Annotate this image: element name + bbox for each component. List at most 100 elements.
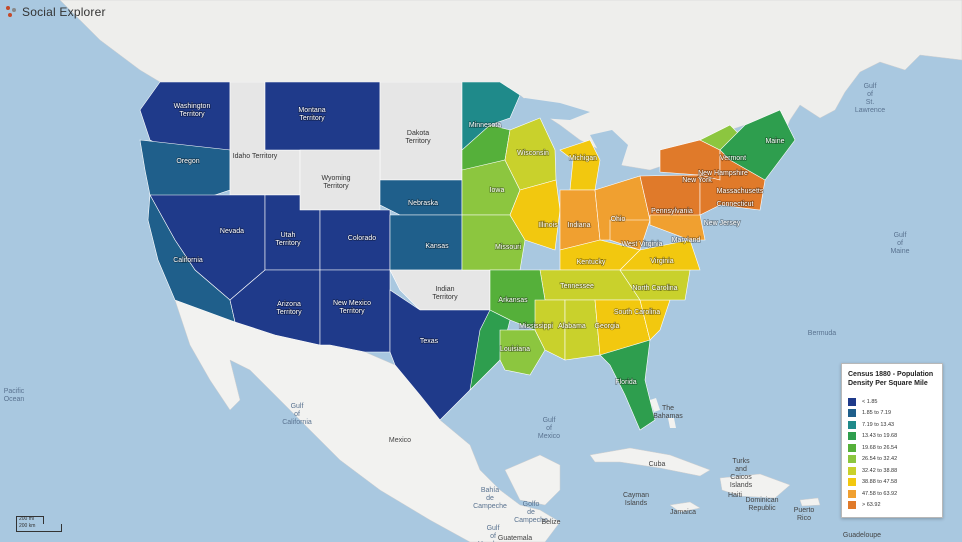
territory-label: Wyoming Territory bbox=[321, 175, 350, 190]
new-england-south-region[interactable] bbox=[699, 149, 766, 216]
scale-km-label: 200 km bbox=[19, 523, 36, 529]
state-label: Nevada bbox=[220, 228, 244, 235]
maryland-region[interactable] bbox=[649, 214, 706, 241]
territory-label: Washington Territory bbox=[174, 103, 211, 118]
legend-label: < 1.85 bbox=[862, 398, 878, 405]
mexico-land bbox=[174, 299, 561, 542]
state-label: Arkansas bbox=[498, 297, 528, 304]
brand[interactable]: Social Explorer bbox=[6, 5, 106, 19]
state-label: North Carolina bbox=[632, 285, 677, 292]
state-label: Maine bbox=[765, 138, 784, 145]
legend-swatch bbox=[848, 432, 856, 441]
lake-huron bbox=[590, 130, 628, 170]
state-label: Ohio bbox=[611, 216, 626, 223]
state-label: Texas bbox=[420, 338, 439, 345]
place-label: Turks and Caicos Islands bbox=[730, 458, 753, 489]
water-label: Bahía de Campeche bbox=[473, 487, 507, 510]
state-label: Illinois bbox=[538, 222, 558, 229]
state-label: New York bbox=[682, 177, 712, 184]
hispaniola-land bbox=[719, 473, 791, 499]
state-label: Maryland bbox=[672, 237, 701, 244]
state-label: Alabama bbox=[558, 323, 586, 330]
legend-label: > 63.92 bbox=[862, 502, 881, 509]
territory-label: Arizona Territory bbox=[276, 301, 302, 316]
water-label: Bermuda bbox=[808, 330, 837, 337]
territory-label: Utah Territory bbox=[275, 232, 301, 247]
west-virginia-region[interactable] bbox=[609, 219, 651, 251]
state-label: Kansas bbox=[425, 243, 449, 250]
yucatan-land bbox=[504, 454, 561, 506]
water-label: Gulf of St. Lawrence bbox=[855, 83, 885, 114]
oregon-region[interactable] bbox=[139, 139, 231, 201]
legend-row: 26.54 to 32.42 bbox=[848, 454, 936, 466]
state-label: Indiana bbox=[568, 222, 591, 229]
state-label: Massachusetts bbox=[717, 188, 764, 195]
legend-row: 32.42 to 38.88 bbox=[848, 465, 936, 477]
state-label: Nebraska bbox=[408, 200, 438, 207]
place-label: Cayman Islands bbox=[623, 492, 649, 507]
legend-label: 1.85 to 7.19 bbox=[862, 410, 892, 417]
map-legend: Census 1880 - Population Density Per Squ… bbox=[841, 363, 943, 518]
legend-swatch bbox=[848, 455, 856, 464]
state-label: Michigan bbox=[569, 155, 597, 162]
scale-miles-label: 200 mi bbox=[19, 516, 35, 522]
legend-swatch bbox=[848, 420, 856, 429]
legend-rows: < 1.85 1.85 to 7.19 7.19 to 13.43 13.43 to … bbox=[848, 396, 936, 511]
bahamas-land bbox=[650, 398, 676, 428]
legend-label: 7.19 to 13.43 bbox=[862, 421, 895, 428]
state-label: Louisiana bbox=[500, 346, 530, 353]
jamaica-land bbox=[669, 501, 701, 513]
state-label: Tennessee bbox=[560, 283, 594, 290]
illinois-region[interactable] bbox=[509, 179, 561, 251]
state-label: Oregon bbox=[176, 158, 199, 165]
water-label: Gulf of Maine bbox=[890, 232, 909, 255]
mississippi-region[interactable] bbox=[534, 299, 566, 361]
state-label: New Hampshire bbox=[698, 170, 748, 177]
legend-label: 38.88 to 47.58 bbox=[862, 479, 898, 486]
legend-row: 38.88 to 47.58 bbox=[848, 477, 936, 489]
legend-row: 7.19 to 13.43 bbox=[848, 419, 936, 431]
legend-row: 13.43 to 19.68 bbox=[848, 431, 936, 443]
place-label: Belize bbox=[541, 519, 560, 526]
legend-swatch bbox=[848, 478, 856, 487]
state-label: Mississippi bbox=[519, 323, 553, 330]
legend-swatch bbox=[848, 489, 856, 498]
alabama-region[interactable] bbox=[564, 299, 601, 361]
legend-row: 19.68 to 26.54 bbox=[848, 442, 936, 454]
state-label: Iowa bbox=[490, 187, 505, 194]
state-label: Colorado bbox=[348, 235, 377, 242]
state-label: Vermont bbox=[720, 155, 746, 162]
state-label: Missouri bbox=[495, 244, 522, 251]
state-label: West Virginia bbox=[622, 241, 663, 248]
legend-label: 32.42 to 38.88 bbox=[862, 467, 898, 474]
legend-swatch bbox=[848, 443, 856, 452]
virginia-region[interactable] bbox=[619, 239, 701, 271]
place-label: Guatemala bbox=[498, 535, 532, 542]
legend-label: 13.43 to 19.68 bbox=[862, 433, 898, 440]
water-label: Pacific Ocean bbox=[4, 388, 25, 403]
place-label: Haiti bbox=[728, 492, 742, 499]
legend-row: > 63.92 bbox=[848, 500, 936, 512]
nebraska-region[interactable] bbox=[379, 179, 463, 216]
maine-region[interactable] bbox=[719, 109, 796, 181]
legend-swatch bbox=[848, 409, 856, 418]
state-label: Virginia bbox=[650, 258, 673, 265]
legend-swatch bbox=[848, 501, 856, 510]
place-label: Jamaica bbox=[670, 509, 696, 516]
florida-region[interactable] bbox=[599, 339, 656, 431]
legend-row: 47.58 to 63.92 bbox=[848, 488, 936, 500]
place-label: Dominican Republic bbox=[745, 497, 778, 512]
territory-label: Idaho Territory bbox=[233, 153, 278, 160]
indiana-region[interactable] bbox=[559, 189, 601, 251]
state-label: Georgia bbox=[595, 323, 620, 330]
territory-label: Dakota Territory bbox=[405, 130, 431, 145]
scale-bar-km-line bbox=[16, 516, 44, 524]
place-label: Mexico bbox=[389, 437, 411, 444]
legend-label: 19.68 to 26.54 bbox=[862, 444, 898, 451]
territory-label: Montana Territory bbox=[298, 107, 325, 122]
choropleth-layer[interactable] bbox=[139, 81, 796, 431]
state-label: Kentucky bbox=[577, 259, 606, 266]
water-label: Golfo de Campeche bbox=[514, 501, 548, 524]
